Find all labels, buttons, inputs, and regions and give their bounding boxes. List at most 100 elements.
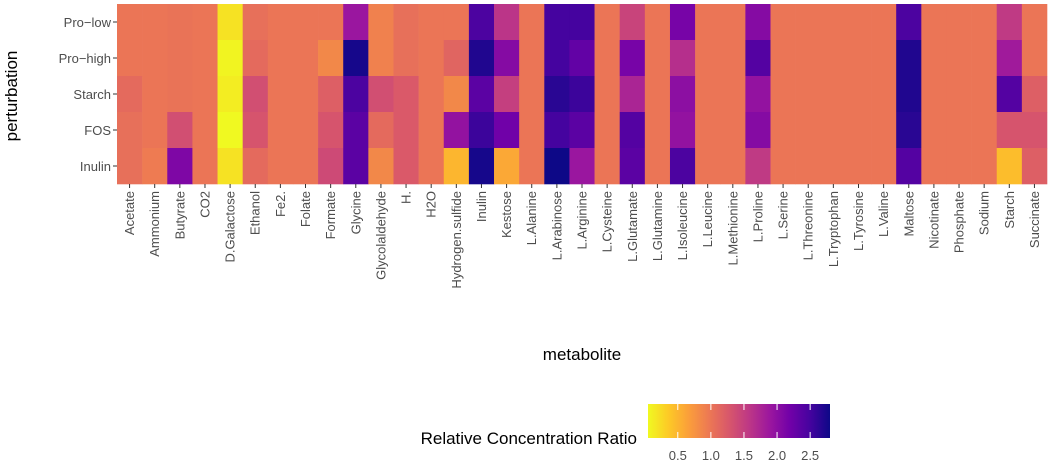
heatmap-cell bbox=[142, 76, 168, 113]
heatmap-cell bbox=[544, 76, 570, 113]
heatmap-cell bbox=[1021, 40, 1048, 77]
x-tick-label: L.Arginine bbox=[575, 191, 590, 250]
heatmap-cell bbox=[820, 40, 847, 77]
heatmap-cell bbox=[619, 40, 646, 77]
heatmap-cell bbox=[996, 112, 1023, 149]
heatmap-cell bbox=[745, 4, 771, 41]
x-axis-title: metabolite bbox=[543, 345, 621, 364]
heatmap-cell bbox=[745, 40, 771, 77]
heatmap-cell bbox=[393, 76, 419, 113]
heatmap-cell bbox=[669, 40, 696, 77]
heatmap-cell bbox=[393, 112, 419, 149]
y-tick-label: Inulin bbox=[80, 159, 111, 174]
heatmap-cell bbox=[745, 148, 771, 185]
x-tick-label: Maltose bbox=[901, 191, 916, 237]
heatmap-cell bbox=[644, 112, 671, 149]
heatmap-cell bbox=[318, 76, 344, 113]
x-tick-label: Acetate bbox=[122, 191, 137, 235]
heatmap-cell bbox=[443, 76, 470, 113]
heatmap-cell bbox=[720, 148, 746, 185]
heatmap-cell bbox=[393, 4, 419, 41]
heatmap-cell bbox=[192, 76, 218, 113]
heatmap-cell bbox=[343, 76, 369, 113]
legend-tick-label: 0.5 bbox=[669, 448, 687, 463]
x-tick-label: L.Isoleucine bbox=[675, 191, 690, 260]
x-tick-label: Fe2. bbox=[273, 191, 288, 217]
heatmap-cell bbox=[594, 76, 621, 113]
legend-tick-label: 1.0 bbox=[702, 448, 720, 463]
heatmap-cell bbox=[318, 4, 344, 41]
heatmap-cell bbox=[845, 148, 872, 185]
heatmap-cell bbox=[1021, 112, 1048, 149]
x-tick-label: Hydrogen.sulfide bbox=[449, 191, 464, 289]
x-tick-label: L.Leucine bbox=[700, 191, 715, 247]
heatmap-cell bbox=[393, 148, 419, 185]
heatmap-cell bbox=[946, 76, 972, 113]
heatmap-cell bbox=[343, 148, 369, 185]
x-tick-label: Starch bbox=[1002, 191, 1017, 229]
heatmap-cell bbox=[921, 4, 947, 41]
x-tick-label: Succinate bbox=[1027, 191, 1042, 248]
heatmap-cell bbox=[996, 4, 1023, 41]
heatmap-cell bbox=[443, 148, 470, 185]
y-tick-label: FOS bbox=[84, 123, 111, 138]
heatmap-cell bbox=[242, 40, 269, 77]
heatmap-cell bbox=[544, 40, 570, 77]
heatmap-cell bbox=[695, 40, 721, 77]
heatmap-cell bbox=[142, 40, 168, 77]
heatmap-cell bbox=[217, 76, 243, 113]
x-tick-label: Phosphate bbox=[952, 191, 967, 253]
heatmap-cell bbox=[896, 76, 922, 113]
heatmap-cell bbox=[418, 112, 445, 149]
heatmap-cell bbox=[217, 148, 243, 185]
heatmap-cell bbox=[871, 76, 897, 113]
x-tick-label: Ammonium bbox=[147, 191, 162, 257]
heatmap-cell bbox=[242, 76, 269, 113]
heatmap-cell bbox=[720, 76, 746, 113]
legend-tick-label: 2.0 bbox=[768, 448, 786, 463]
heatmap-cell bbox=[644, 148, 671, 185]
heatmap-cell bbox=[418, 4, 445, 41]
heatmap-cell bbox=[669, 112, 696, 149]
heatmap-cell bbox=[871, 148, 897, 185]
heatmap-cell bbox=[644, 4, 671, 41]
color-legend: Relative Concentration Ratio 0.5 1.0 1.5 2.… bbox=[421, 404, 830, 463]
heatmap-cell bbox=[519, 148, 545, 185]
y-tick-label: Pro−high bbox=[59, 51, 111, 66]
heatmap-cell bbox=[167, 112, 193, 149]
y-axis-ticks: Pro−low Pro−high Starch FOS Inulin bbox=[59, 15, 117, 174]
heatmap-cell bbox=[946, 112, 972, 149]
x-tick-label: L.Glutamine bbox=[650, 191, 665, 261]
heatmap-cell bbox=[519, 4, 545, 41]
heatmap-cell bbox=[468, 76, 495, 113]
heatmap-cell bbox=[896, 112, 922, 149]
heatmap-cell bbox=[544, 4, 570, 41]
x-tick-label: L.Threonine bbox=[801, 191, 816, 260]
heatmap-cell bbox=[443, 4, 470, 41]
heatmap-cell bbox=[418, 148, 445, 185]
heatmap-cell bbox=[921, 76, 947, 113]
heatmap-cell bbox=[594, 4, 621, 41]
heatmap-cell bbox=[242, 112, 269, 149]
heatmap-cell bbox=[770, 76, 796, 113]
heatmap-cell bbox=[720, 112, 746, 149]
x-tick-label: L.Arabinose bbox=[549, 191, 564, 260]
heatmap-cell bbox=[393, 40, 419, 77]
heatmap-cell bbox=[795, 112, 822, 149]
heatmap-cell bbox=[619, 4, 646, 41]
heatmap-cell bbox=[468, 112, 495, 149]
heatmap-cell bbox=[594, 40, 621, 77]
heatmap-cell bbox=[644, 40, 671, 77]
heatmap-cell bbox=[242, 148, 269, 185]
heatmap-cell bbox=[292, 76, 319, 113]
heatmap-cell bbox=[820, 4, 847, 41]
heatmap-cell bbox=[820, 112, 847, 149]
heatmap-cell bbox=[745, 76, 771, 113]
x-tick-label: L.Tryptophan bbox=[826, 191, 841, 267]
heatmap-cell bbox=[117, 40, 143, 77]
legend-colorbar bbox=[648, 404, 830, 438]
x-tick-label: Folate bbox=[298, 191, 313, 227]
heatmap-cell bbox=[720, 4, 746, 41]
heatmap-cell bbox=[745, 112, 771, 149]
